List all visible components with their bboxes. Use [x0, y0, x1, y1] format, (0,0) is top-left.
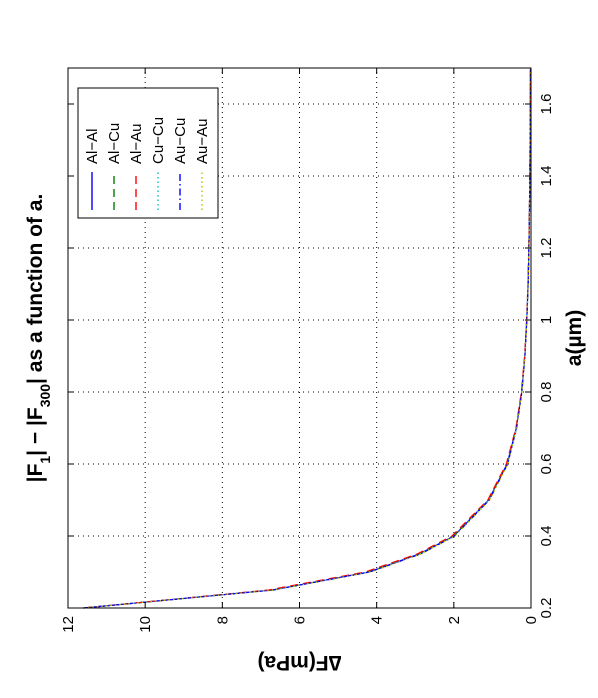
- title-sub1: 1: [37, 456, 53, 464]
- grid: [68, 68, 531, 608]
- x-tick-label: 1.2: [538, 238, 555, 259]
- axis-ticks: [67, 68, 532, 609]
- y-tick-label: 12: [60, 616, 77, 633]
- title-suffix: | as a function of a.: [24, 194, 47, 384]
- series-lines: [83, 67, 532, 609]
- legend-label: Al−Al: [84, 129, 101, 164]
- x-tick-label: 0.6: [538, 454, 555, 475]
- x-tick-label: 1: [538, 316, 555, 324]
- legend-label: Al−Au: [128, 124, 145, 164]
- title-sub2: 300: [37, 384, 53, 408]
- legend-items: Al−Al Al−Cu Al−Au Cu−Cu Au−Cu Au−Au: [84, 117, 211, 210]
- legend-box: [77, 87, 219, 219]
- x-tick-label: 0.8: [538, 382, 555, 403]
- x-tick-labels: 0.2 0.4 0.6 0.8 1 1.2 1.4 1.6: [538, 94, 555, 619]
- y-tick-label: 6: [292, 616, 309, 624]
- x-tick-label: 1.4: [538, 166, 555, 187]
- y-tick-label: 2: [446, 616, 463, 624]
- title-prefix: |F: [24, 463, 47, 482]
- x-tick-label: 0.2: [538, 598, 555, 619]
- legend-label: Al−Cu: [106, 123, 123, 164]
- legend-label: Au−Cu: [172, 118, 189, 164]
- y-tick-label: 10: [137, 616, 154, 633]
- y-tick-label: 8: [214, 616, 231, 624]
- title-middle: | − |F: [24, 407, 47, 456]
- legend: Al−Al Al−Cu Al−Au Cu−Cu Au−Cu Au−Au: [77, 87, 219, 219]
- rotated-figure: |F1| − |F300| as a function of a. 0.20.4…: [24, 67, 586, 674]
- x-axis-title: a(µm): [563, 310, 586, 366]
- series-line-6: [83, 67, 532, 609]
- chart-title: |F1| − |F300| as a function of a.: [24, 194, 53, 483]
- legend-label: Cu−Cu: [150, 117, 167, 164]
- x-tick-label: 1.6: [538, 94, 555, 115]
- x-tick-label: 0.4: [538, 526, 555, 547]
- legend-label: Au−Au: [194, 119, 211, 164]
- y-tick-labels: 0 2 4 6 8 10 12: [60, 616, 540, 633]
- y-axis-title: ∆F(mPa): [257, 651, 341, 674]
- y-tick-label: 0: [523, 616, 540, 624]
- y-tick-label: 4: [369, 616, 386, 624]
